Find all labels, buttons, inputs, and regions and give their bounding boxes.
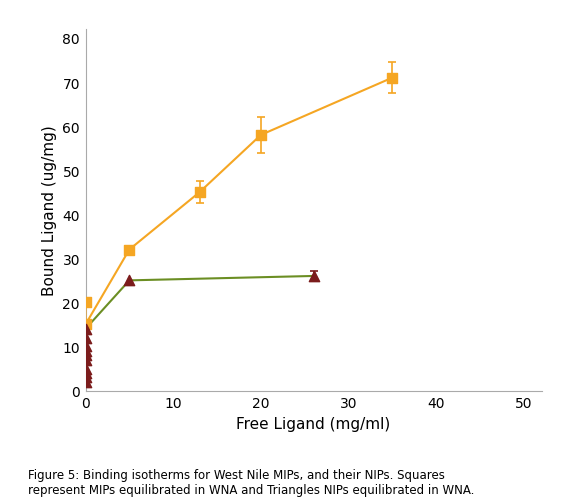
Point	[81, 356, 90, 364]
Y-axis label: Bound Ligand (ug/mg): Bound Ligand (ug/mg)	[42, 125, 57, 296]
Point	[81, 352, 90, 360]
Point	[388, 75, 397, 83]
Point	[81, 365, 90, 373]
X-axis label: Free Ligand (mg/ml): Free Ligand (mg/ml)	[237, 416, 390, 431]
Point	[81, 334, 90, 342]
Text: Figure 5: Binding isotherms for West Nile MIPs, and their NIPs. Squares
represen: Figure 5: Binding isotherms for West Nil…	[28, 468, 475, 496]
Point	[81, 321, 90, 329]
Point	[81, 374, 90, 382]
Point	[81, 343, 90, 351]
Point	[81, 325, 90, 333]
Point	[125, 277, 134, 285]
Point	[256, 132, 266, 140]
Point	[195, 189, 204, 197]
Point	[81, 378, 90, 386]
Point	[309, 273, 318, 281]
Point	[125, 246, 134, 254]
Point	[81, 347, 90, 355]
Point	[81, 369, 90, 377]
Point	[81, 299, 90, 307]
